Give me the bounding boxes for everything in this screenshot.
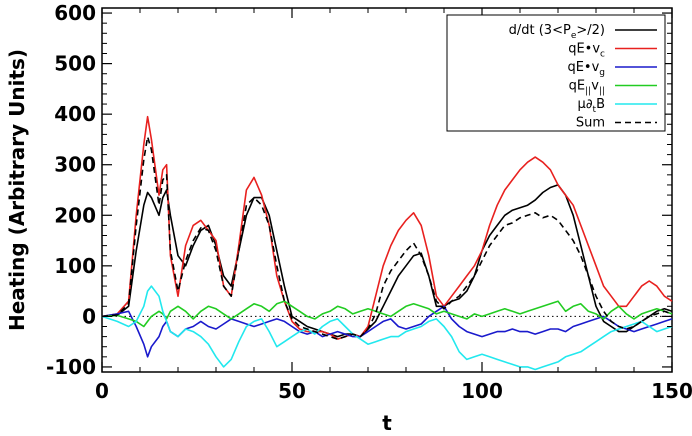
plot-frame xyxy=(101,7,673,373)
series-line-5 xyxy=(101,136,673,340)
x-axis-label: t xyxy=(382,411,392,435)
series-line-2 xyxy=(101,305,673,358)
y-tick-label: -100 xyxy=(46,355,96,379)
series-line-4 xyxy=(101,285,673,371)
series-line-1 xyxy=(101,115,673,340)
x-tick-label: 50 xyxy=(278,379,306,403)
y-tick-label: 500 xyxy=(54,52,96,76)
legend-label-3: qE||v|| xyxy=(569,79,605,97)
legend-box xyxy=(446,14,666,132)
legend-label-4: μ∂tB xyxy=(578,97,605,115)
legend-label-2: qE•vg xyxy=(567,60,605,78)
y-axis-label: Heating (Arbitrary Units) xyxy=(5,49,29,331)
legend-label-5: Sum xyxy=(576,116,605,131)
x-tick-label: 100 xyxy=(461,379,503,403)
series-line-3 xyxy=(101,300,673,328)
x-tick-label: 150 xyxy=(651,379,692,403)
legend-label-1: qE•vc xyxy=(568,42,605,60)
plot-area xyxy=(101,7,673,373)
series-line-0 xyxy=(101,184,673,338)
y-tick-label: 600 xyxy=(54,1,96,25)
y-tick-label: 200 xyxy=(54,203,96,227)
series-lines xyxy=(101,115,673,371)
y-tick-label: 0 xyxy=(82,304,96,328)
legend-label-0: d/dt (3<Pe>/2) xyxy=(509,23,605,41)
y-tick-label: 100 xyxy=(54,254,96,278)
x-tick-label: 0 xyxy=(95,379,109,403)
y-tick-label: 400 xyxy=(54,102,96,126)
y-tick-label: 300 xyxy=(54,153,96,177)
